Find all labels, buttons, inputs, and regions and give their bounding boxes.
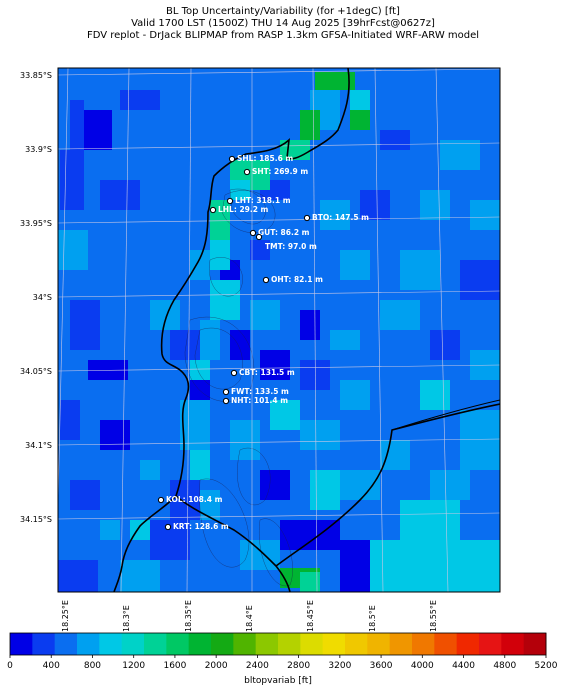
station-marker bbox=[230, 369, 238, 377]
station-label: LHL: 29.2 m bbox=[218, 205, 269, 214]
lon-tick-label: 18.55°E bbox=[429, 600, 438, 632]
station-marker bbox=[222, 397, 230, 405]
lat-tick-label: 33.85°S bbox=[20, 71, 52, 80]
station-marker bbox=[226, 197, 234, 205]
station-marker bbox=[262, 276, 270, 284]
lon-tick-label: 18.3°E bbox=[122, 605, 131, 632]
lat-tick-label: 34°S bbox=[33, 293, 52, 302]
lat-tick-label: 34.15°S bbox=[20, 515, 52, 524]
station-marker bbox=[228, 155, 236, 163]
colorbar-tick-label: 1600 bbox=[163, 661, 186, 671]
colorbar-swatch bbox=[412, 633, 435, 655]
station-marker bbox=[249, 229, 257, 237]
colorbar-tick-label: 4000 bbox=[411, 661, 434, 671]
colorbar-tick-label: 3600 bbox=[370, 661, 393, 671]
colorbar-tick-label: 400 bbox=[43, 661, 60, 671]
station-label: TMT: 97.0 m bbox=[265, 242, 317, 251]
colorbar-swatch bbox=[434, 633, 458, 655]
colorbar-tick-label: 800 bbox=[84, 661, 101, 671]
colorbar-swatch bbox=[367, 633, 391, 655]
station-label: SHT: 269.9 m bbox=[252, 167, 308, 176]
station-marker bbox=[222, 388, 230, 396]
lat-tick-label: 33.9°S bbox=[25, 145, 52, 154]
colorbar-swatch bbox=[456, 633, 480, 655]
colorbar-swatch bbox=[144, 633, 167, 655]
station-label: CBT: 131.5 m bbox=[239, 368, 295, 377]
colorbar-swatch bbox=[345, 633, 368, 655]
lon-tick-label: 18.4°E bbox=[245, 605, 254, 632]
colorbar-swatch bbox=[501, 633, 525, 655]
colorbar-swatch bbox=[322, 633, 346, 655]
lon-tick-label: 18.25°E bbox=[61, 600, 70, 632]
station-label: NHT: 101.4 m bbox=[231, 396, 288, 405]
colorbar-swatch bbox=[77, 633, 100, 655]
station-label: OHT: 82.1 m bbox=[271, 275, 323, 284]
station-marker bbox=[243, 168, 251, 176]
colorbar-swatch bbox=[278, 633, 301, 655]
map-title: BL Top Uncertainty/Variability (for +1de… bbox=[166, 6, 400, 17]
lat-tick-label: 34.1°S bbox=[25, 441, 52, 450]
lon-tick-label: 18.5°E bbox=[368, 605, 377, 632]
plot-frame bbox=[57, 67, 501, 593]
station-label: FWT: 133.5 m bbox=[231, 387, 289, 396]
coastline bbox=[113, 68, 500, 592]
colorbar-swatch bbox=[99, 633, 123, 655]
colorbar-swatch bbox=[188, 633, 212, 655]
map-model-info: FDV replot - DrJack BLIPMAP from RASP 1.… bbox=[86, 30, 480, 41]
colorbar-swatch bbox=[32, 633, 56, 655]
colorbar-tick-label: 4400 bbox=[452, 661, 475, 671]
station-label: BTO: 147.5 m bbox=[312, 213, 369, 222]
colorbar-swatch bbox=[233, 633, 257, 655]
lat-lon-grid bbox=[58, 68, 500, 592]
colorbar-tick-label: 2400 bbox=[246, 661, 269, 671]
colorbar-swatch bbox=[255, 633, 279, 655]
station-label: KRT: 128.6 m bbox=[173, 522, 229, 531]
colorbar-swatch bbox=[211, 633, 234, 655]
colorbar-tick-label: 0 bbox=[7, 661, 13, 671]
colorbar-swatch bbox=[523, 633, 547, 655]
colorbar-swatch bbox=[479, 633, 502, 655]
station-marker bbox=[303, 214, 311, 222]
map-valid-time: Valid 1700 LST (1500Z) THU 14 Aug 2025 [… bbox=[131, 18, 435, 29]
station-marker bbox=[164, 523, 172, 531]
colorbar-tick-label: 2800 bbox=[287, 661, 310, 671]
colorbar-swatch bbox=[389, 633, 413, 655]
station-label: GUT: 86.2 m bbox=[258, 228, 310, 237]
colorbar: 0 400 800 1200 1600 2000 2400 2800 3200 3600 4000 4… bbox=[7, 632, 558, 671]
colorbar-tick-label: 4800 bbox=[493, 661, 516, 671]
colorbar-tick-label: 5200 bbox=[535, 661, 558, 671]
colorbar-swatch bbox=[121, 633, 145, 655]
lon-tick-label: 18.35°E bbox=[184, 600, 193, 632]
station-marker bbox=[255, 233, 263, 241]
station-marker bbox=[209, 206, 217, 214]
station-label: LHT: 318.1 m bbox=[235, 196, 291, 205]
colorbar-swatch bbox=[10, 633, 33, 655]
lon-tick-label: 18.45°E bbox=[306, 600, 315, 632]
station-marker bbox=[157, 496, 165, 504]
colorbar-swatch bbox=[300, 633, 324, 655]
station-markers: SHL: 185.6 m SHT: 269.9 m LHT: 318.1 mLHL:… bbox=[157, 154, 369, 531]
colorbar-tick-label: 3200 bbox=[328, 661, 351, 671]
axis-ticks: 33.85°S 33.9°S 33.95°S 34°S 34.05°S 34.1°S 34.… bbox=[20, 71, 438, 632]
station-label: KOL: 108.4 m bbox=[166, 495, 223, 504]
field-raster bbox=[58, 68, 500, 592]
lat-tick-label: 34.05°S bbox=[20, 367, 52, 376]
colorbar-swatch bbox=[54, 633, 78, 655]
colorbar-swatch bbox=[166, 633, 190, 655]
station-label: SHL: 185.6 m bbox=[237, 154, 293, 163]
colorbar-label: bltopvariab [ft] bbox=[244, 676, 312, 686]
colorbar-tick-label: 1200 bbox=[122, 661, 145, 671]
colorbar-tick-label: 2000 bbox=[205, 661, 228, 671]
lat-tick-label: 33.95°S bbox=[20, 219, 52, 228]
